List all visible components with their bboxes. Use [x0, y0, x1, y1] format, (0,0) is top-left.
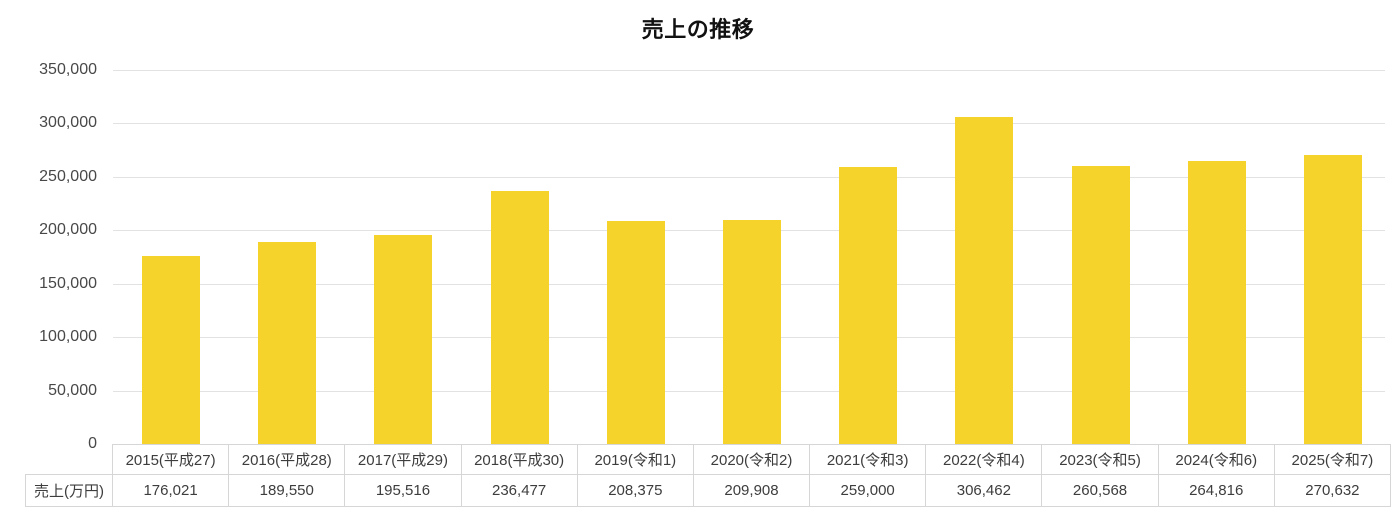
table-year-header: 2024(令和6) — [1158, 444, 1275, 475]
y-axis-tick-label: 200,000 — [39, 221, 97, 239]
table-value-cell: 209,908 — [693, 475, 811, 507]
table-value-cell: 260,568 — [1042, 475, 1159, 507]
table-year-header: 2015(平成27) — [113, 444, 230, 475]
table-value-cell: 264,816 — [1158, 475, 1275, 507]
table-value-cell: 208,375 — [577, 475, 694, 507]
table-value-cell: 176,021 — [113, 475, 230, 507]
table-year-header: 2023(令和5) — [1042, 444, 1159, 475]
table-year-header: 2020(令和2) — [693, 444, 811, 475]
table-value-cell: 195,516 — [345, 475, 462, 507]
bar-2016(平成28) — [258, 241, 317, 444]
bar-2015(平成27) — [142, 255, 201, 444]
bar-2024(令和6) — [1187, 161, 1246, 444]
plot-area — [113, 70, 1391, 444]
table-value-cell: 189,550 — [229, 475, 346, 507]
y-axis-tick-label: 250,000 — [39, 167, 97, 185]
y-axis: 350,000 300,000 250,000 200,000 150,000 100,0… — [0, 0, 97, 520]
table-year-header: 2019(令和1) — [577, 444, 694, 475]
y-axis-tick-label: 50,000 — [48, 381, 97, 399]
table-year-header: 2022(令和4) — [926, 444, 1043, 475]
table-year-header: 2016(平成28) — [229, 444, 346, 475]
y-axis-tick-label: 100,000 — [39, 328, 97, 346]
bar-2020(令和2) — [723, 219, 781, 444]
table-value-cell: 270,632 — [1274, 475, 1391, 507]
gridline — [113, 123, 1385, 125]
table-year-header: 2018(平成30) — [461, 444, 578, 475]
bar-2022(令和4) — [955, 116, 1014, 444]
table-year-header: 2017(平成29) — [345, 444, 462, 475]
y-axis-tick-label: 350,000 — [39, 61, 97, 78]
bar-2025(令和7) — [1303, 154, 1362, 444]
gridline — [113, 176, 1385, 178]
table-value-cell: 236,477 — [461, 475, 578, 507]
chart-title: 売上の推移 — [641, 17, 755, 42]
bar-2017(平成29) — [374, 235, 433, 444]
data-table: 2015(平成27) 2016(平成28) 2017(平成29) 2018(平成30)… — [25, 444, 1391, 507]
bar-2023(令和5) — [1071, 165, 1130, 444]
bar-2019(令和1) — [606, 221, 665, 444]
y-axis-tick-label: 150,000 — [39, 274, 97, 292]
bar-2021(令和3) — [839, 167, 898, 444]
table-year-header: 2025(令和7) — [1274, 444, 1391, 475]
y-axis-tick-label: 0 — [88, 435, 97, 452]
bar-2018(平成30) — [490, 191, 549, 444]
gridline — [113, 70, 1385, 71]
table-corner-cell — [25, 444, 113, 475]
table-year-header: 2021(令和3) — [810, 444, 927, 475]
table-value-cell: 259,000 — [810, 475, 927, 507]
table-value-cell: 306,462 — [926, 475, 1043, 507]
y-axis-tick-label: 300,000 — [39, 114, 97, 132]
table-row-label: 売上(万円) — [25, 475, 113, 507]
